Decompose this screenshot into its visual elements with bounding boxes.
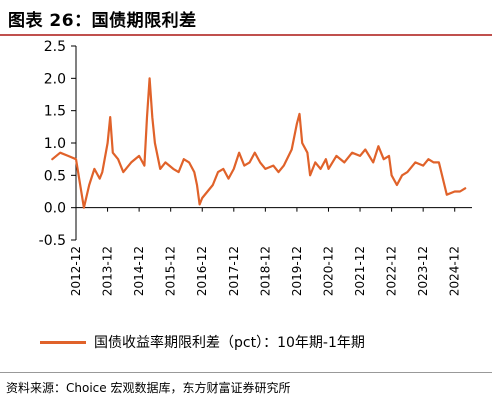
title-rule bbox=[0, 34, 492, 36]
x-tick-label: 2020-12 bbox=[321, 246, 335, 296]
series-layer bbox=[51, 77, 467, 209]
x-tick-label: 2018-12 bbox=[258, 246, 272, 296]
x-tick-label: 2021-12 bbox=[353, 246, 367, 296]
x-tick-label: 2024-12 bbox=[448, 246, 462, 296]
x-tick-label: 2023-12 bbox=[416, 246, 430, 296]
legend-label: 国债收益率期限利差（pct）：10年期-1年期 bbox=[94, 335, 365, 351]
y-tick-label: 0.0 bbox=[44, 201, 66, 217]
series-line bbox=[51, 77, 467, 209]
x-tick-label: 2019-12 bbox=[290, 246, 304, 296]
y-tick-label: 0.5 bbox=[44, 168, 66, 184]
x-tick-label: 2015-12 bbox=[164, 246, 178, 296]
y-axis: -0.5 0.0 0.5 1.0 1.5 2.0 2.5 bbox=[39, 39, 77, 249]
x-tick-label: 2013-12 bbox=[101, 246, 115, 296]
x-tick-label: 2016-12 bbox=[195, 246, 209, 296]
x-tick-label: 2022-12 bbox=[385, 246, 399, 296]
chart-title: 图表 26：国债期限利差 bbox=[8, 11, 197, 31]
y-tick-label: 1.0 bbox=[44, 136, 66, 152]
x-tick-label: 2012-12 bbox=[69, 246, 83, 296]
y-tick-label: -0.5 bbox=[39, 233, 66, 249]
x-tick-label: 2014-12 bbox=[132, 246, 146, 296]
source-note: 资料来源：Choice 宏观数据库，东方财富证券研究所 bbox=[6, 381, 291, 395]
y-tick-label: 1.5 bbox=[44, 104, 66, 120]
x-axis: 2012-12 2013-12 2014-12 2015-12 2016-12 2017-… bbox=[69, 207, 472, 296]
line-chart: -0.50.00.51.01.52.02.5 2012-12 2013-12 201… bbox=[39, 39, 472, 296]
legend: 国债收益率期限利差（pct）：10年期-1年期 bbox=[40, 332, 365, 352]
legend-swatch bbox=[40, 340, 86, 344]
y-tick-label: 2.0 bbox=[44, 71, 66, 87]
source-rule bbox=[0, 372, 492, 373]
x-tick-label: 2017-12 bbox=[227, 246, 241, 296]
y-tick-label: 2.5 bbox=[44, 39, 66, 55]
